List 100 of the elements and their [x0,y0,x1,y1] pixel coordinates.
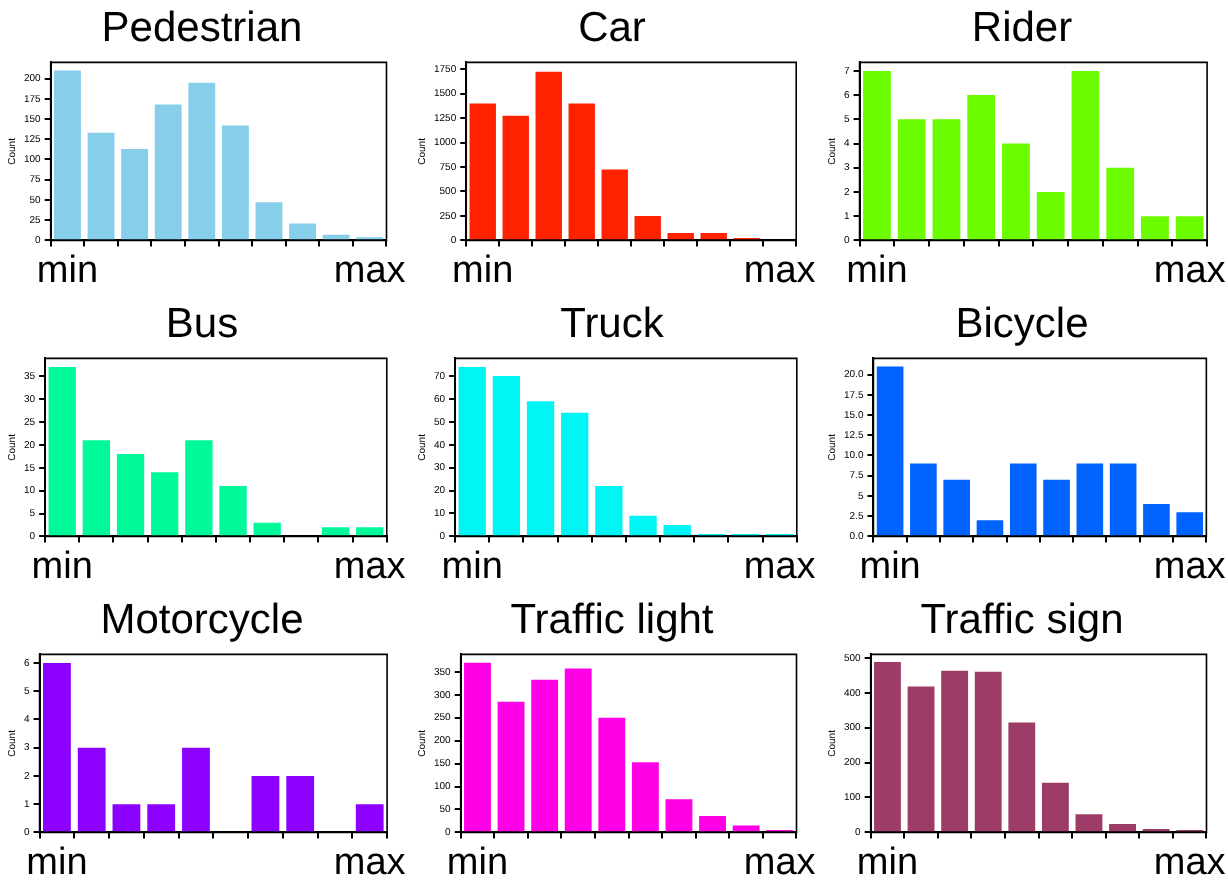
bar [1041,782,1069,832]
chart-title: Bicycle [955,300,1089,347]
bar [1143,504,1170,536]
bar [182,747,210,832]
x-tick-label: min [26,841,88,884]
bar [1002,143,1030,240]
x-tick-label: max [1153,841,1227,884]
bar [943,479,970,536]
bar [469,103,496,240]
bar [356,527,384,536]
bar [54,70,81,240]
bar [910,463,937,536]
chart-title: Pedestrian [101,4,303,51]
bar [497,701,525,832]
bar [561,412,589,536]
bar [1176,512,1204,536]
chart-title: Traffic light [510,596,714,643]
bar [1109,824,1136,832]
bar [699,815,726,832]
chart-title: Car [578,4,646,51]
bar [219,486,247,536]
bar [535,71,562,240]
bar [1109,463,1137,536]
bar [568,103,595,240]
bar [1008,722,1036,832]
bar [598,717,626,832]
bar [665,799,693,832]
bar [1141,216,1169,240]
bar [863,70,891,240]
bar [48,367,76,536]
x-tick-label: min [31,545,93,588]
x-tick-label: max [743,545,817,588]
bar [151,472,179,536]
bar [188,82,216,240]
x-tick-label: min [36,249,99,292]
bar [253,522,281,536]
bar [147,804,176,832]
chart-title: Bus [165,300,239,347]
bar [251,775,280,832]
bar [77,747,106,832]
chart-title: Motorcycle [100,596,304,643]
chart-title: Traffic sign [920,596,1124,643]
chart-title: Truck [560,300,665,347]
bar [221,125,249,240]
x-tick-label: max [1153,249,1227,292]
bar [1076,463,1104,536]
bar [116,454,145,536]
x-tick-label: max [743,249,817,292]
bar [631,762,659,832]
bar [1106,167,1135,240]
bar [255,202,283,240]
bar [154,104,182,240]
bar [1009,463,1037,536]
bar [1036,191,1065,240]
bar [458,366,486,536]
bar [874,662,901,832]
bar [976,520,1004,536]
bar [355,804,384,832]
bar [601,169,628,240]
bar [700,233,727,240]
x-tick-label: min [441,545,503,588]
bar [492,376,521,536]
x-tick-label: min [452,249,514,292]
bar [321,527,350,536]
bar [526,401,555,536]
bar [907,686,935,832]
bar [1043,479,1070,536]
bar [974,671,1002,832]
bar [43,662,71,832]
bar [531,679,559,832]
x-tick-label: min [846,249,908,292]
bar [941,670,969,832]
bar [897,119,926,240]
bar [1071,70,1100,240]
bar [289,223,316,240]
bar [112,804,141,832]
bar [667,233,694,240]
x-tick-label: max [333,841,407,884]
bar [634,215,661,240]
x-tick-label: min [446,841,509,884]
bar [87,132,115,240]
bar [82,440,111,536]
bar [932,119,961,240]
bar [663,524,691,536]
x-tick-label: max [333,545,407,588]
bar [1175,216,1204,240]
bar [564,668,592,832]
bar [629,515,657,536]
x-tick-label: min [856,841,919,884]
x-tick-label: max [1153,545,1227,588]
bar [121,148,149,240]
x-tick-label: max [333,249,407,292]
x-tick-label: min [859,545,921,588]
bar [967,95,996,240]
bar [185,440,213,536]
bar [595,486,623,536]
bar [1075,814,1103,832]
bar [502,115,529,240]
bar [286,775,315,832]
bar [464,662,491,832]
